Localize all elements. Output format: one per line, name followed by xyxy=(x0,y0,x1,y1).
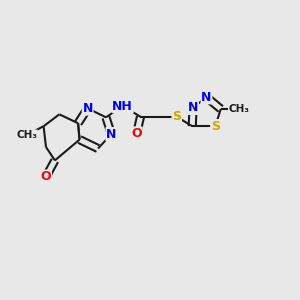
Text: S: S xyxy=(172,110,181,123)
Text: N: N xyxy=(201,91,212,103)
Text: S: S xyxy=(211,120,220,133)
Text: O: O xyxy=(41,170,51,183)
Text: N: N xyxy=(106,128,116,141)
Text: N: N xyxy=(82,102,93,115)
Text: N: N xyxy=(188,101,198,114)
Text: CH₃: CH₃ xyxy=(16,130,37,140)
Text: NH: NH xyxy=(112,100,133,112)
Text: CH₃: CH₃ xyxy=(229,104,250,114)
Text: O: O xyxy=(131,127,142,140)
